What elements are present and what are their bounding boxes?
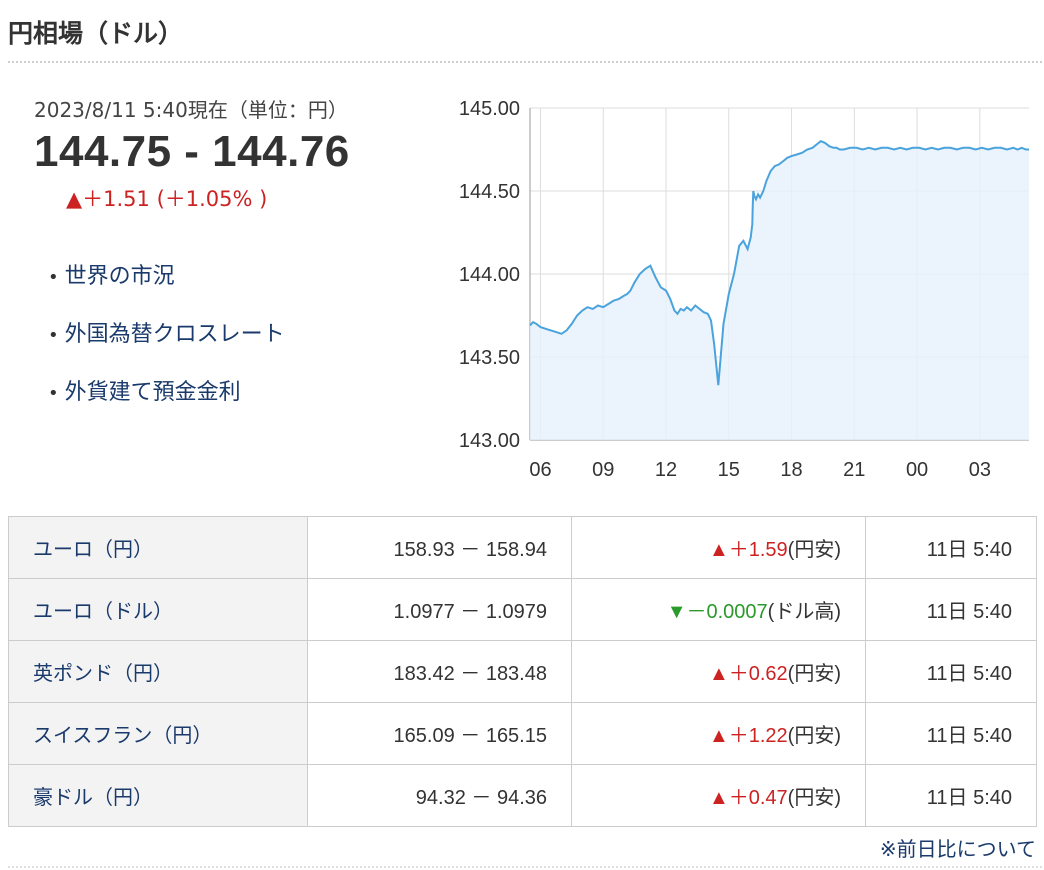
page-title: 円相場（ドル） [8,19,184,48]
x-tick-label: 12 [655,459,677,481]
update-time: 11日 5:40 [865,702,1037,765]
currency-name[interactable]: 豪ドル（円） [8,764,308,827]
currency-rate: 158.93 － 158.94 [307,516,572,579]
cross-rate-table: ユーロ（円） 158.93 － 158.94 ▲＋1.59(円安) 11日 5:40 ユ… [8,516,1037,827]
link-label[interactable]: 外貨建て預金金利 [64,380,241,405]
change-arrow-icon: ▲ [708,787,729,809]
rate-timestamp: 2023/8/11 5:40現在（単位：円） [34,98,348,122]
table-row: 英ポンド（円） 183.42 － 183.48 ▲＋0.62(円安) 11日 5:40 [8,640,1037,703]
change-suffix: (ドル高) [767,601,841,623]
change-suffix: (円安) [787,663,841,685]
link-label[interactable]: 世界の市況 [64,264,175,289]
bullet-icon: • [48,267,59,288]
table-row: 豪ドル（円） 94.32 － 94.36 ▲＋0.47(円安) 11日 5:40 [8,764,1037,827]
bullet-icon: • [48,383,59,404]
change-suffix: (円安) [787,787,841,809]
currency-change: ▲＋1.22(円安) [571,702,866,765]
change-delta: ＋1.22 [728,725,788,747]
bottom-divider [8,866,1042,868]
currency-change: ▲＋0.47(円安) [571,764,866,827]
currency-change: ▲＋1.59(円安) [571,516,866,579]
link-world-markets[interactable]: • 世界の市況 [48,258,285,290]
x-tick-label: 21 [843,459,865,481]
table-row: スイスフラン（円） 165.09 － 165.15 ▲＋1.22(円安) 11日 5:… [8,702,1037,765]
update-time: 11日 5:40 [865,516,1037,579]
update-time: 11日 5:40 [865,640,1037,703]
currency-name[interactable]: 英ポンド（円） [8,640,308,703]
change-arrow-icon: ▲ [708,539,729,561]
update-time: 11日 5:40 [865,764,1037,827]
currency-change: ▼－0.0007(ドル高) [571,578,866,641]
currency-name[interactable]: スイスフラン（円） [8,702,308,765]
table-row: ユーロ（ドル） 1.0977 － 1.0979 ▼－0.0007(ドル高) 11日 5… [8,578,1037,641]
change-delta: ＋0.47 [728,787,788,809]
x-tick-label: 03 [969,459,991,481]
series-line [529,140,1029,386]
y-tick-label: 144.00 [459,264,520,286]
title-divider [8,61,1042,63]
currency-change: ▲＋0.62(円安) [571,640,866,703]
currency-rate: 165.09 － 165.15 [307,702,572,765]
change-delta: ＋1.59 [728,539,788,561]
currency-rate: 183.42 － 183.48 [307,640,572,703]
x-tick-label: 18 [780,459,802,481]
market-links: • 世界の市況 • 外国為替クロスレート • 外貨建て預金金利 [48,258,285,432]
currency-rate: 94.32 － 94.36 [307,764,572,827]
x-tick-label: 09 [592,459,614,481]
change-suffix: (円安) [787,725,841,747]
rate-change: ▲＋1.51 (＋1.05% ) [66,187,268,211]
footnote-link[interactable]: ※前日比について [879,837,1036,861]
link-cross-rates[interactable]: • 外国為替クロスレート [48,316,285,348]
x-tick-label: 15 [718,459,740,481]
change-suffix: (円安) [787,539,841,561]
y-tick-label: 143.00 [459,430,520,452]
rate-summary: 2023/8/11 5:40現在（単位：円） 144.75 - 144.76 ▲… [34,94,350,213]
series-area [530,141,1029,440]
y-tick-label: 145.00 [459,98,520,120]
change-arrow-icon: ▲ [708,663,729,685]
change-arrow-icon: ▼ [666,601,687,623]
y-tick-label: 144.50 [459,181,520,203]
link-label[interactable]: 外国為替クロスレート [64,322,285,347]
y-tick-label: 143.50 [459,347,520,369]
rate-value: 144.75 - 144.76 [34,127,350,176]
table-row: ユーロ（円） 158.93 － 158.94 ▲＋1.59(円安) 11日 5:40 [8,516,1037,579]
x-tick-label: 00 [906,459,928,481]
change-delta: －0.0007 [686,601,768,623]
currency-rate: 1.0977 － 1.0979 [307,578,572,641]
currency-name[interactable]: ユーロ（円） [8,516,308,579]
change-delta: ＋0.62 [728,663,788,685]
usd-jpy-chart: 145.00 144.50 144.00 143.50 143.00 06 09 12 15 18… [459,98,1029,481]
currency-name[interactable]: ユーロ（ドル） [8,578,308,641]
update-time: 11日 5:40 [865,578,1037,641]
link-deposit-rates[interactable]: • 外貨建て預金金利 [48,374,285,406]
x-tick-label: 06 [529,459,551,481]
change-arrow-icon: ▲ [708,725,729,747]
bullet-icon: • [48,325,59,346]
